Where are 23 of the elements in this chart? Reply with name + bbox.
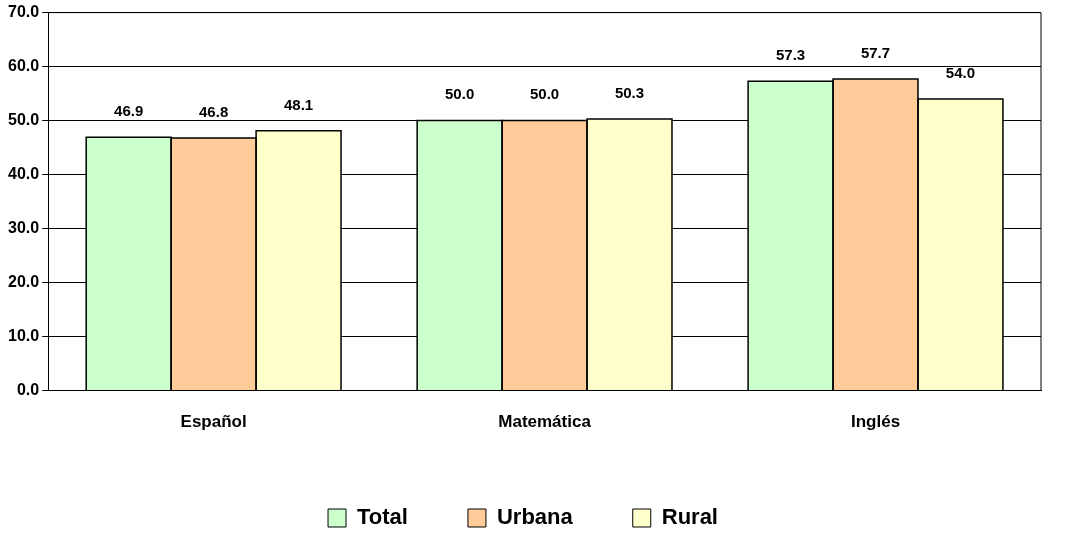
x-tick-label: Matemática — [498, 412, 592, 432]
data-label: 50.3 — [614, 83, 645, 101]
y-tick-label: 60.0 — [8, 57, 40, 75]
data-label: 50.0 — [445, 85, 475, 103]
data-label: 50.0 — [529, 85, 560, 103]
data-label: 46.8 — [199, 102, 229, 120]
data-label: 54.0 — [945, 63, 976, 81]
legend-label: Rural — [661, 504, 718, 530]
data-label: 46.9 — [114, 101, 144, 119]
legend-label: Urbana — [496, 504, 574, 530]
x-tick-label: Español — [180, 412, 247, 432]
data-label: 57.7 — [860, 43, 891, 61]
data-label: 48.1 — [283, 95, 314, 113]
y-tick-label: 70.0 — [8, 3, 40, 21]
legend-label: Total — [357, 504, 408, 530]
y-tick-label: 30.0 — [8, 219, 40, 237]
y-tick-label: 20.0 — [8, 273, 40, 291]
data-label: 57.3 — [775, 45, 806, 63]
x-tick-label: Inglés — [850, 412, 901, 432]
y-tick-label: 40.0 — [8, 165, 40, 183]
y-tick-label: 50.0 — [8, 111, 40, 129]
y-tick-label: 10.0 — [8, 327, 40, 345]
y-tick-label: 0.0 — [16, 381, 40, 399]
